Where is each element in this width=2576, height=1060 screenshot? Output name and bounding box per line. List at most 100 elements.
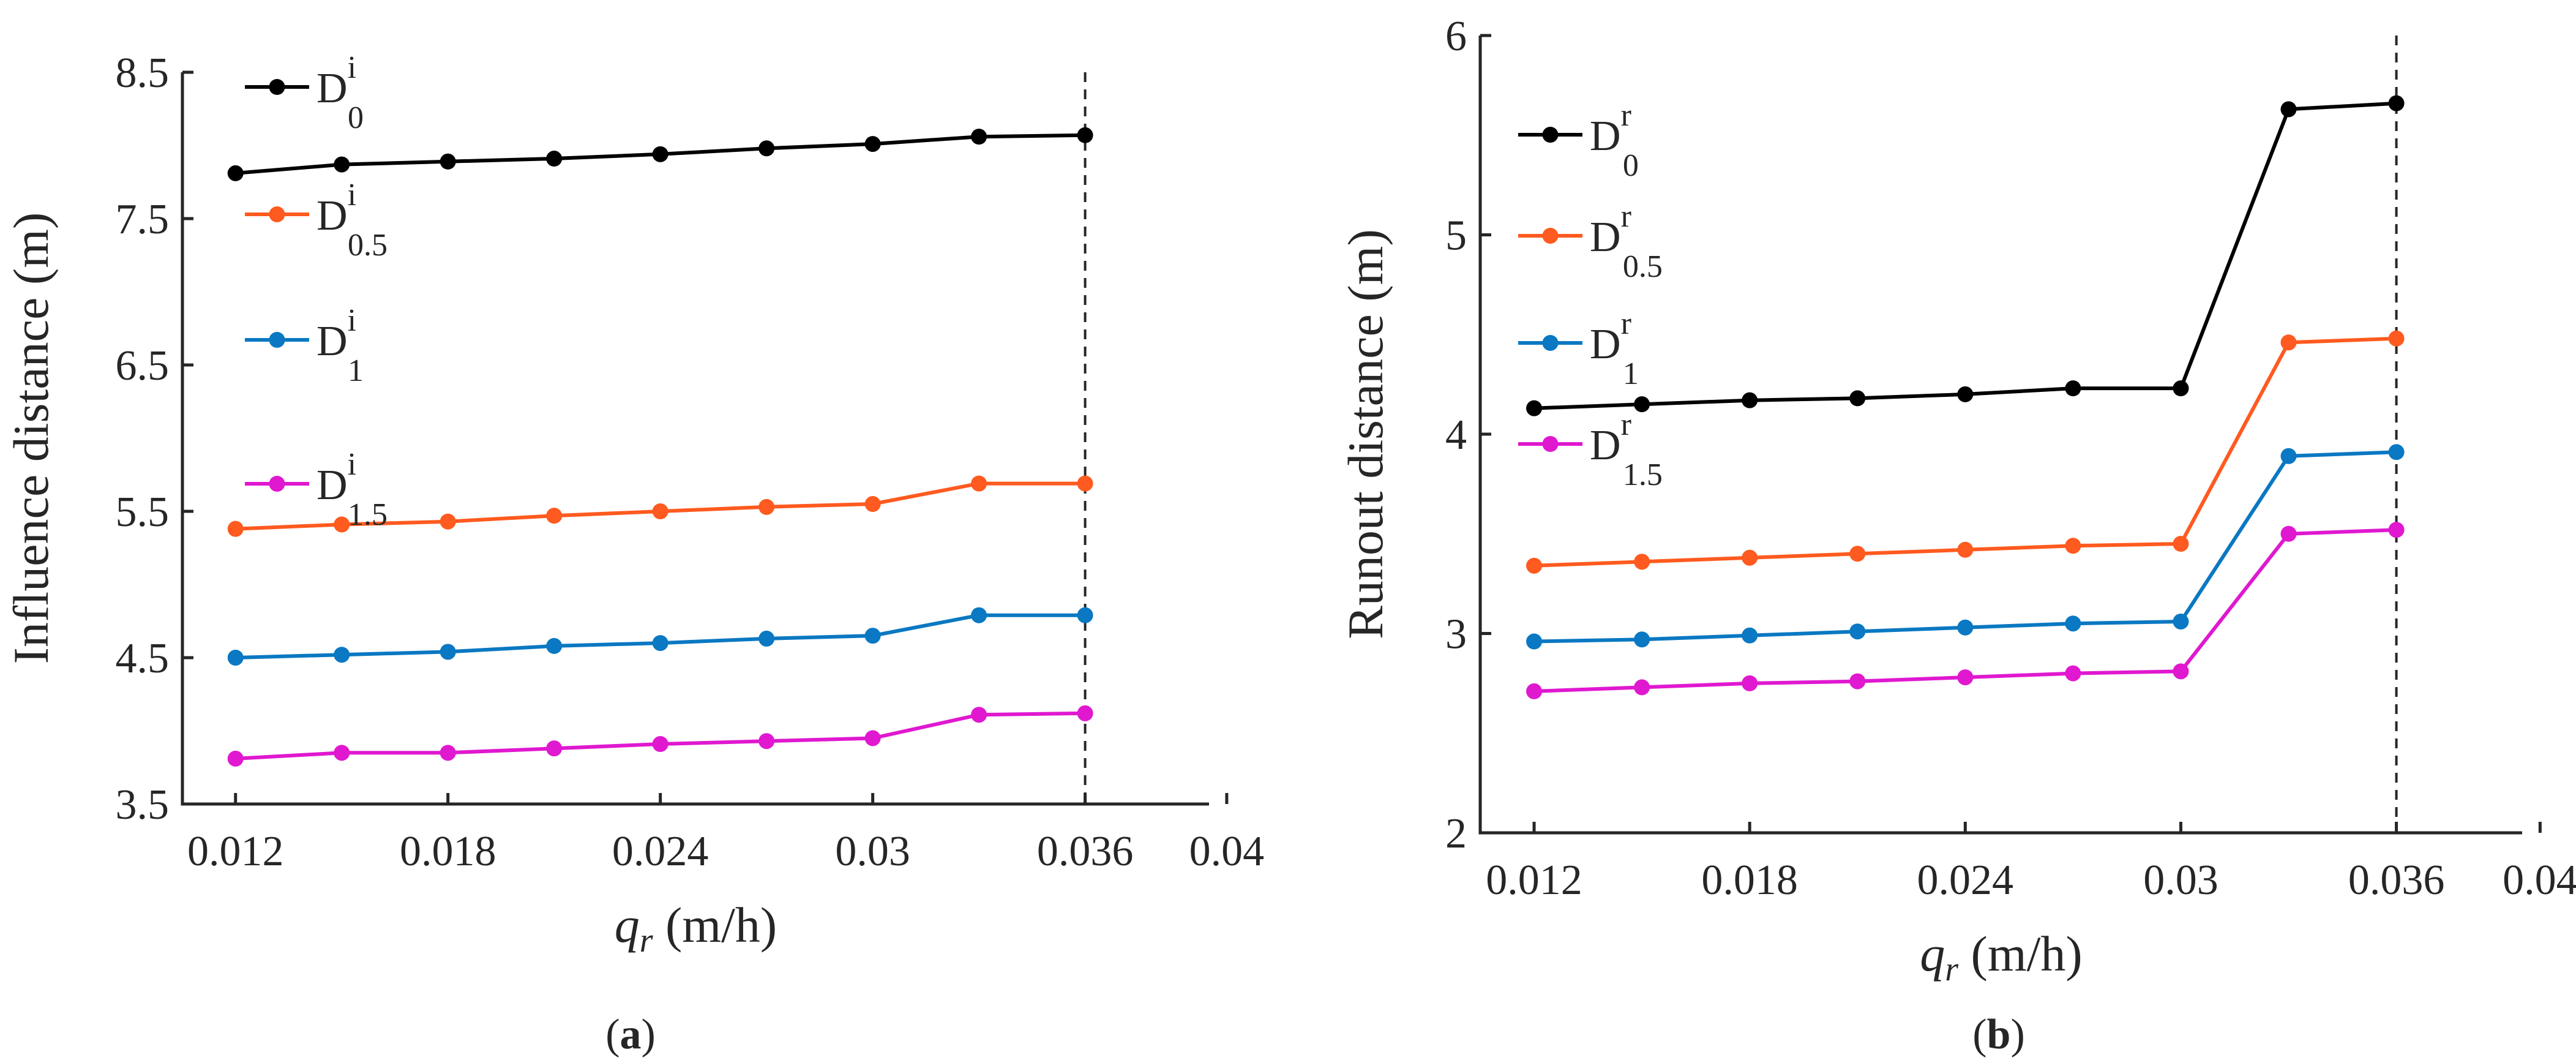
legend-label: Dr 0.5 <box>1590 199 1663 284</box>
legend-label: Di 0.5 <box>316 178 388 263</box>
data-point <box>1957 669 1974 686</box>
data-point <box>864 496 881 513</box>
data-point <box>2388 330 2405 347</box>
data-point <box>1742 675 1758 691</box>
legend-swatch-marker <box>1542 127 1559 143</box>
data-point <box>971 129 987 145</box>
y-tick-label: 7.5 <box>116 196 170 243</box>
data-point <box>971 607 987 623</box>
x-tick-label: 0.036 <box>2348 857 2445 904</box>
data-point <box>1849 546 1866 562</box>
legend-swatch-marker <box>269 79 285 95</box>
data-point <box>1634 631 1650 648</box>
y-tick-label: 4.5 <box>116 635 170 682</box>
x-tick-label: 0.04 <box>2503 857 2576 904</box>
data-point <box>1077 705 1093 721</box>
y-tick-label: 6.5 <box>116 342 170 389</box>
legend-swatch-marker <box>1542 228 1559 244</box>
x-tick-label: 0.018 <box>1701 857 1798 904</box>
data-point <box>2280 525 2297 542</box>
data-point <box>1634 396 1650 413</box>
data-point <box>2065 615 2081 632</box>
series-0 <box>227 127 1093 181</box>
data-point <box>1849 673 1866 690</box>
legend-label: Dr 1.5 <box>1590 407 1663 492</box>
data-point <box>334 745 350 761</box>
series-1 <box>1526 444 2405 650</box>
data-point <box>864 730 881 746</box>
data-point <box>1077 607 1093 623</box>
x-tick-label: 0.018 <box>400 828 496 875</box>
legend-swatch-marker <box>269 206 285 222</box>
data-point <box>2280 101 2297 118</box>
data-point <box>1077 127 1093 143</box>
data-point <box>1849 390 1866 407</box>
data-point <box>2173 613 2189 630</box>
data-point <box>1849 623 1866 640</box>
data-point <box>227 750 244 767</box>
data-point <box>2173 380 2189 397</box>
series-0 <box>1526 95 2405 416</box>
x-tick-label: 0.012 <box>187 828 284 875</box>
data-point <box>2388 444 2405 460</box>
y-tick-label: 4 <box>1445 412 1467 459</box>
data-point <box>971 475 987 492</box>
legend-label: Di 1.5 <box>316 447 388 532</box>
data-point <box>864 628 881 644</box>
data-point <box>1957 619 1974 636</box>
data-point <box>1077 475 1093 492</box>
data-point <box>546 151 563 167</box>
data-point <box>2065 665 2081 682</box>
data-point <box>758 630 775 647</box>
data-point <box>2173 663 2189 680</box>
series-line <box>1533 336 2397 568</box>
legend-label: Dr 1 <box>1590 306 1639 391</box>
data-point <box>1742 627 1758 644</box>
y-tick-label: 3 <box>1445 611 1467 658</box>
series-1.5 <box>1526 522 2405 699</box>
y-axis-label: Influence distance (m) <box>3 212 59 664</box>
data-point <box>1526 400 1543 416</box>
data-point <box>440 153 456 170</box>
data-point <box>2280 334 2297 351</box>
legend-entry: Dr 1.5 <box>1518 407 1663 492</box>
panel-a: 3.5 4.5 5.5 6.5 7.5 8.5 0.012 0.018 0.024 0.03 0.0… <box>3 50 1264 1058</box>
legend-swatch-marker <box>269 332 285 348</box>
data-point <box>227 650 244 666</box>
data-point <box>1526 683 1543 699</box>
series-line <box>1533 101 2397 410</box>
data-point <box>546 740 563 757</box>
legend-entry: Dr 1 <box>1518 306 1639 391</box>
data-point <box>440 745 456 761</box>
legend-entry: Di 0.5 <box>245 178 388 263</box>
data-point <box>652 146 668 162</box>
y-axis-label: Runout distance (m) <box>1338 229 1393 639</box>
data-point <box>227 521 244 537</box>
legend-swatch-marker <box>1542 436 1559 452</box>
data-point <box>971 707 987 723</box>
panel-label: (b) <box>1972 1011 2025 1058</box>
data-point <box>652 635 668 652</box>
legend-label: Di 0 <box>316 50 364 135</box>
x-tick-label: 0.03 <box>835 828 910 875</box>
data-point <box>227 165 244 181</box>
panel-b: 2 3 4 5 6 0.012 0.018 0.024 0.03 0.036 0.04 Dr 0 Dr 0.… <box>1338 13 2576 1058</box>
x-tick-label: 0.024 <box>1917 857 2014 904</box>
panel-label: (a) <box>605 1011 656 1058</box>
y-tick-label: 5.5 <box>116 489 170 536</box>
data-point <box>334 647 350 663</box>
data-point <box>1526 633 1543 650</box>
legend-label: Dr 0 <box>1590 98 1639 183</box>
legend-swatch-marker <box>1542 335 1559 351</box>
y-tick-label: 5 <box>1445 212 1467 260</box>
y-tick-label: 3.5 <box>116 781 170 829</box>
data-point <box>2280 448 2297 464</box>
data-point <box>2173 536 2189 552</box>
legend-entry: Dr 0 <box>1518 98 1639 183</box>
data-point <box>2065 538 2081 554</box>
data-point <box>1742 392 1758 408</box>
legend-entry: Di 1 <box>245 303 364 388</box>
data-point <box>546 637 563 654</box>
data-point <box>758 733 775 750</box>
